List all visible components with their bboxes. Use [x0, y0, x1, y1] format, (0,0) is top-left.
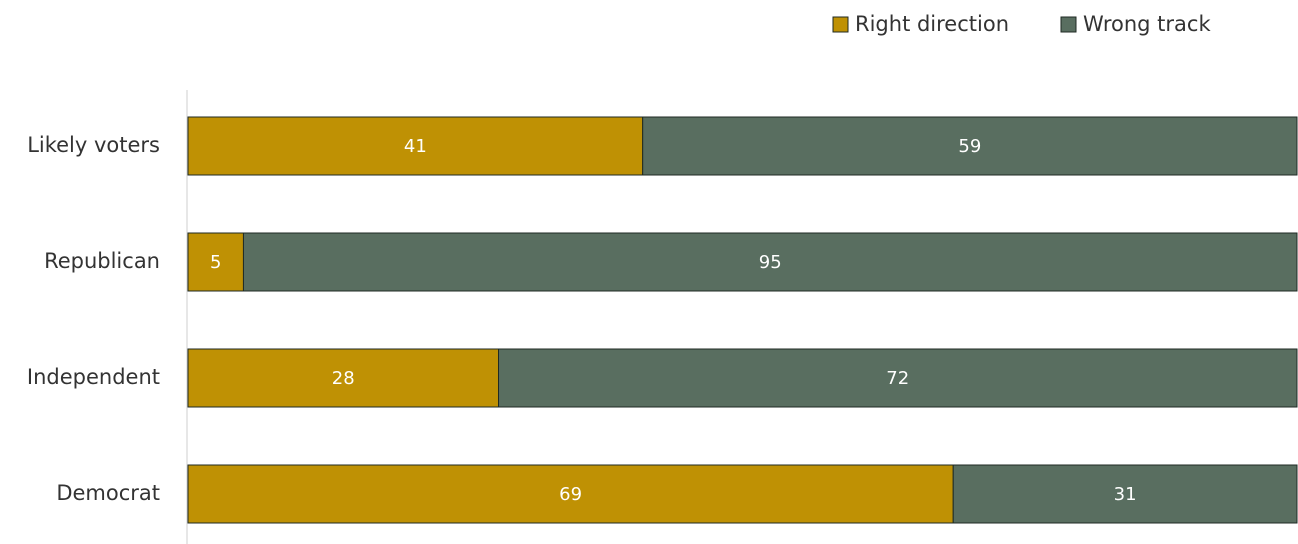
data-label: 95 — [759, 252, 782, 273]
legend-label: Wrong track — [1083, 12, 1211, 36]
legend-swatch — [1060, 16, 1077, 33]
legend-swatch — [832, 16, 849, 33]
bar-segment — [187, 232, 244, 292]
bar-segment — [498, 348, 1298, 408]
category-label: Republican — [44, 249, 160, 273]
data-label: 59 — [958, 136, 981, 157]
data-label: 5 — [210, 252, 221, 273]
category-label: Democrat — [56, 481, 160, 505]
bar-segment — [187, 116, 644, 176]
data-label: 72 — [886, 368, 909, 389]
bar-segment — [642, 116, 1298, 176]
category-label: Independent — [27, 365, 160, 389]
legend-label: Right direction — [855, 12, 1009, 36]
bar-segment — [952, 464, 1298, 524]
category-label: Likely voters — [27, 133, 160, 157]
data-label: 31 — [1114, 484, 1137, 505]
data-label: 28 — [332, 368, 355, 389]
data-label: 41 — [404, 136, 427, 157]
data-label: 69 — [559, 484, 582, 505]
bar-segment — [242, 232, 1298, 292]
